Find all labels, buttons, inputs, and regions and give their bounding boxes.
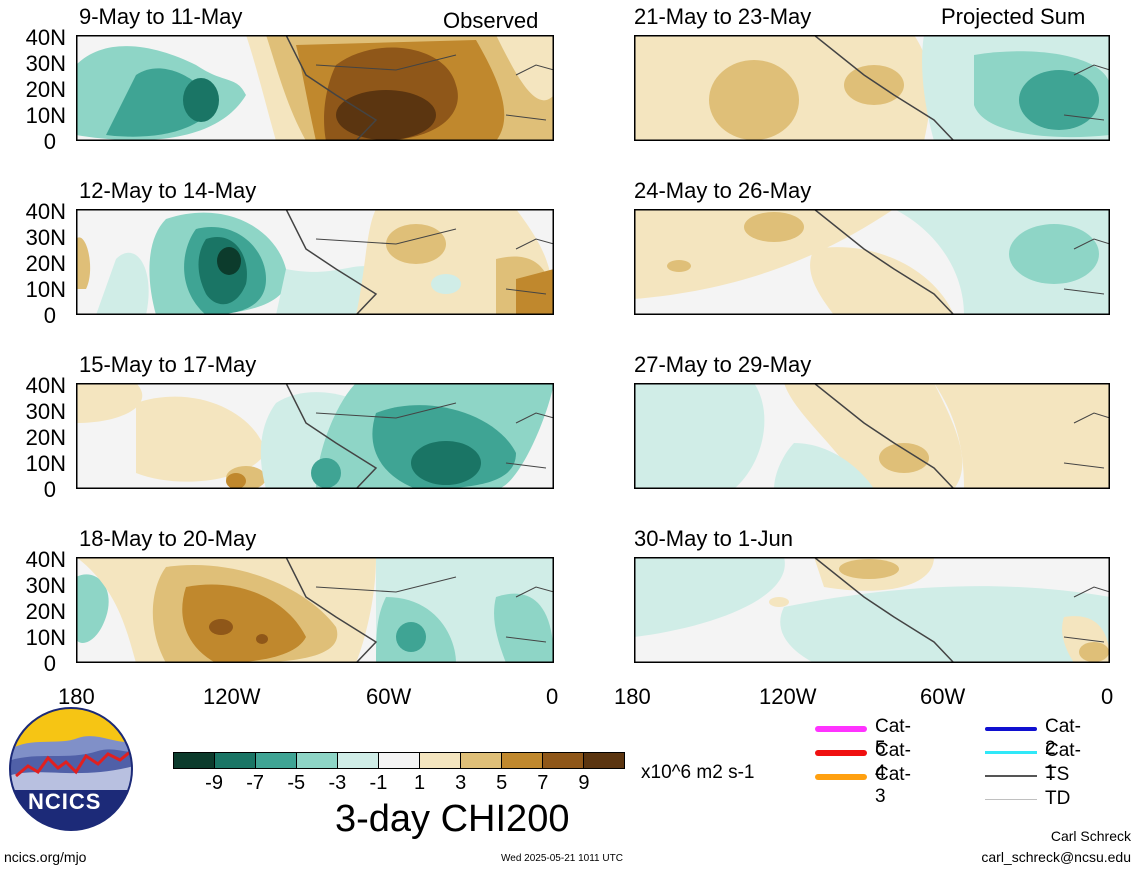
y-tick: 40N	[25, 547, 66, 572]
observed-label: Observed	[443, 8, 539, 33]
x-tick-left-1: 180	[58, 684, 95, 709]
x-tick-left-4: 0	[546, 684, 559, 709]
map-panel-obs-3	[76, 383, 554, 489]
y-tick: 20N	[25, 77, 66, 102]
legend-label: Cat-4	[875, 740, 911, 783]
y-tick: 10N	[25, 103, 66, 128]
map-panel-obs-4	[76, 557, 554, 663]
panel-title-right-3: 27-May to 29-May	[634, 352, 812, 377]
x-tick-left-3: 60W	[366, 684, 412, 709]
x-tick-right-4: 0	[1101, 684, 1114, 709]
colorbar-swatch	[296, 753, 337, 768]
colorbar-tick-label: -9	[205, 772, 223, 794]
map-panel-obs-1	[76, 35, 554, 141]
ncics-logo	[9, 707, 133, 831]
x-tick-right-3: 60W	[920, 684, 966, 709]
colorbar-swatch	[214, 753, 255, 768]
colorbar-tick-label: 5	[496, 772, 508, 794]
colorbar-labels: -9 -7 -5 -3 -1 1 3 5 7 9	[0, 772, 700, 798]
panel-title-left-1: 9-May to 11-May	[79, 4, 243, 29]
footer-timestamp: Wed 2025-05-21 1011 UTC	[501, 853, 623, 864]
map-panel-obs-2	[76, 209, 554, 315]
logo-text: NCICS	[28, 789, 102, 814]
panel-title-right-2: 24-May to 26-May	[634, 178, 812, 203]
panel-title-left-3: 15-May to 17-May	[79, 352, 257, 377]
legend-label: Cat-2	[1045, 716, 1081, 759]
colorbar-tick-label: 1	[413, 772, 426, 794]
colorbar-swatch	[255, 753, 296, 768]
colorbar-tick-label: -5	[287, 772, 306, 794]
x-tick-left-2: 120W	[203, 684, 261, 709]
map-panel-proj-3	[634, 383, 1110, 489]
colorbar-swatch	[542, 753, 583, 768]
y-tick: 20N	[25, 599, 66, 624]
colorbar-tick-label: 3	[455, 772, 467, 794]
colorbar-units: x10^6 m2 s-1	[641, 762, 755, 783]
y-tick: 10N	[25, 625, 66, 650]
y-tick: 40N	[25, 199, 66, 224]
panel-title-right-1: 21-May to 23-May	[634, 4, 812, 29]
y-tick: 10N	[25, 277, 66, 302]
colorbar-tick-label: -1	[369, 772, 388, 794]
projected-sum-label: Projected Sum	[941, 4, 1086, 29]
colorbar-swatch	[378, 753, 419, 768]
colorbar	[173, 752, 625, 769]
colorbar-swatch	[337, 753, 378, 768]
ts-swatch	[985, 775, 1037, 777]
colorbar-tick-label: 9	[578, 772, 590, 794]
cat3-swatch	[815, 774, 867, 780]
footer-author: Carl Schreck	[1050, 828, 1131, 844]
map-panel-proj-4	[634, 557, 1110, 663]
colorbar-tick-label: -3	[328, 772, 347, 794]
colorbar-swatch	[174, 753, 214, 768]
legend-label: TS	[1045, 764, 1070, 785]
y-tick: 10N	[25, 451, 66, 476]
cat1-swatch	[985, 751, 1037, 754]
y-tick: 0	[43, 129, 56, 154]
legend-label: Cat-5	[875, 716, 911, 759]
y-tick: 30N	[25, 399, 66, 424]
colorbar-swatch	[460, 753, 501, 768]
td-swatch	[985, 799, 1037, 800]
panel-title-right-4b: 30-May to 1-Jun	[634, 526, 793, 551]
y-tick: 30N	[25, 225, 66, 250]
legend-label: Cat-1	[1045, 740, 1081, 783]
y-tick: 0	[43, 651, 56, 676]
y-tick: 30N	[25, 51, 66, 76]
colorbar-swatch	[501, 753, 542, 768]
cat2-swatch	[985, 727, 1037, 731]
colorbar-title: 3-day CHI200	[335, 798, 570, 840]
colorbar-swatch	[419, 753, 460, 768]
y-tick: 0	[43, 303, 56, 328]
panel-title-left-4: 18-May to 20-May	[79, 526, 257, 551]
map-panel-proj-2	[634, 209, 1110, 315]
colorbar-tick-label: -7	[246, 772, 265, 794]
colorbar-tick-label: 7	[537, 772, 549, 794]
y-tick: 30N	[25, 573, 66, 598]
y-tick: 0	[43, 477, 56, 502]
cat5-swatch	[815, 726, 867, 732]
cat4-swatch	[815, 750, 867, 756]
footer-url[interactable]: ncics.org/mjo	[4, 849, 87, 865]
y-tick: 40N	[25, 25, 66, 50]
legend-label: TD	[1045, 788, 1071, 809]
map-panel-proj-1	[634, 35, 1110, 141]
y-tick: 20N	[25, 425, 66, 450]
y-tick: 40N	[25, 373, 66, 398]
panel-title-left-2: 12-May to 14-May	[79, 178, 257, 203]
colorbar-swatch	[583, 753, 624, 768]
footer-email[interactable]: carl_schreck@ncsu.edu	[981, 849, 1131, 865]
legend-label: Cat-3	[875, 764, 911, 807]
y-tick: 20N	[25, 251, 66, 276]
x-tick-right-1: 180	[614, 684, 651, 709]
x-tick-right-2: 120W	[759, 684, 817, 709]
